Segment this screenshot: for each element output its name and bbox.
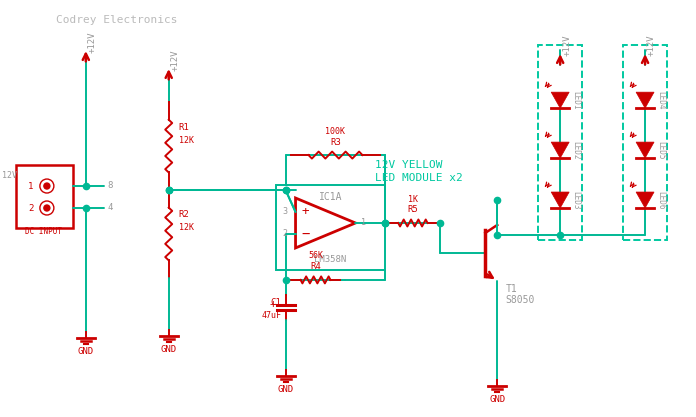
Text: 1: 1: [361, 219, 367, 228]
Text: LED5: LED5: [656, 141, 665, 159]
Text: 47uF: 47uF: [262, 311, 282, 320]
Text: +: +: [302, 206, 309, 219]
Text: IC1A: IC1A: [319, 192, 342, 202]
Text: LM358N: LM358N: [315, 256, 347, 264]
Polygon shape: [636, 142, 654, 158]
Text: 12K: 12K: [179, 136, 193, 145]
Text: LED2: LED2: [571, 141, 580, 159]
Text: R2: R2: [179, 211, 189, 219]
Text: R4: R4: [310, 262, 321, 271]
Text: 4: 4: [107, 203, 113, 211]
Text: +12V: +12V: [88, 31, 97, 53]
Text: 3: 3: [283, 208, 287, 216]
Polygon shape: [551, 142, 569, 158]
Text: +: +: [269, 299, 276, 309]
Text: 1: 1: [29, 181, 33, 191]
Text: R1: R1: [179, 123, 189, 132]
Text: 12K: 12K: [179, 224, 193, 232]
Text: R5: R5: [407, 206, 418, 214]
Text: GND: GND: [489, 395, 505, 404]
Text: C1: C1: [271, 299, 282, 307]
Text: +12V: +12V: [171, 50, 180, 71]
Text: GND: GND: [161, 345, 177, 354]
Polygon shape: [636, 92, 654, 108]
Text: DC INPUT: DC INPUT: [25, 227, 63, 236]
Text: 2: 2: [29, 203, 33, 213]
Text: R3: R3: [330, 138, 341, 147]
Text: LED3: LED3: [571, 191, 580, 209]
Text: LED6: LED6: [656, 191, 665, 209]
Circle shape: [44, 183, 50, 189]
Bar: [276, 185, 386, 270]
Text: GND: GND: [278, 385, 294, 394]
Bar: [623, 45, 667, 240]
Text: −: −: [301, 227, 310, 241]
Text: 8: 8: [107, 181, 113, 190]
Text: 2: 2: [283, 229, 287, 239]
Text: LED MODULE x2: LED MODULE x2: [375, 173, 463, 183]
Text: S8050: S8050: [505, 295, 535, 305]
Polygon shape: [551, 192, 569, 208]
Text: 100K: 100K: [326, 127, 345, 136]
Text: T1: T1: [505, 284, 517, 294]
Text: 1K: 1K: [408, 194, 418, 203]
Text: +12V: +12V: [647, 35, 656, 56]
Text: LED1: LED1: [571, 91, 580, 109]
Text: 12V YELLOW: 12V YELLOW: [375, 160, 443, 170]
Text: +12V: +12V: [562, 35, 571, 56]
Text: Codrey Electronics: Codrey Electronics: [56, 15, 177, 25]
Polygon shape: [636, 192, 654, 208]
Text: 56K: 56K: [308, 251, 323, 261]
Circle shape: [44, 205, 50, 211]
Text: 12V: 12V: [2, 171, 17, 180]
Text: GND: GND: [78, 347, 94, 356]
Bar: [16, 165, 73, 228]
Bar: [538, 45, 582, 240]
Polygon shape: [551, 92, 569, 108]
Text: LED4: LED4: [656, 91, 665, 109]
